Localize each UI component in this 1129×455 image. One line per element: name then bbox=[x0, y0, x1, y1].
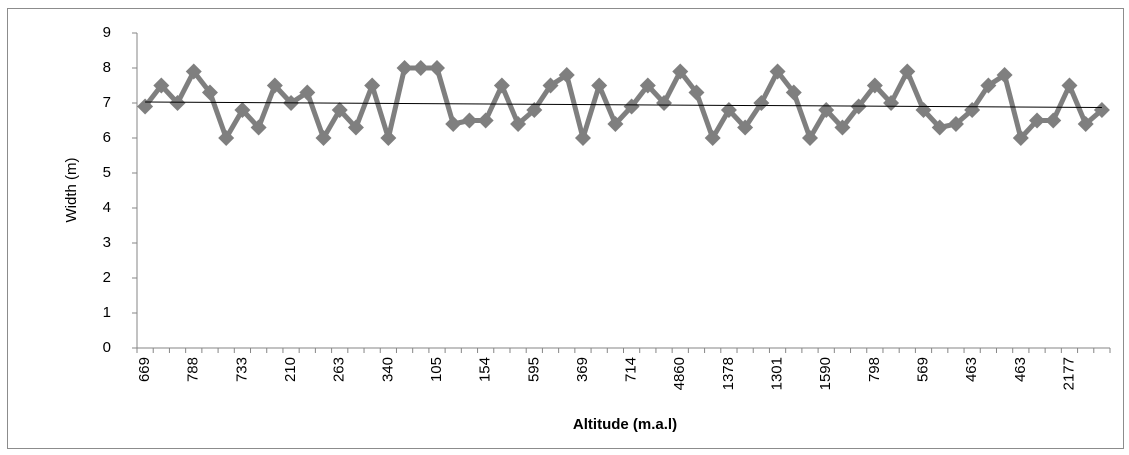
data-point bbox=[996, 67, 1013, 83]
data-point bbox=[1077, 116, 1094, 132]
y-tick-label: 2 bbox=[103, 269, 111, 286]
x-tick-label: 1301 bbox=[769, 357, 786, 390]
y-tick-label: 0 bbox=[103, 339, 111, 356]
data-point bbox=[542, 77, 559, 94]
data-point bbox=[753, 95, 770, 111]
x-tick-label: 105 bbox=[428, 357, 445, 382]
data-point bbox=[737, 119, 754, 136]
data-point bbox=[185, 63, 202, 80]
data-point bbox=[607, 116, 624, 132]
data-point bbox=[672, 63, 689, 80]
data-point bbox=[218, 130, 235, 146]
x-tick-label: 1590 bbox=[817, 357, 834, 390]
x-tick-label: 369 bbox=[574, 357, 591, 382]
x-tick-label: 263 bbox=[331, 357, 348, 382]
data-point bbox=[883, 95, 900, 111]
data-point bbox=[931, 119, 948, 136]
data-point bbox=[591, 77, 608, 94]
data-point bbox=[526, 102, 543, 118]
data-point bbox=[720, 102, 737, 118]
data-point bbox=[785, 84, 802, 101]
data-point bbox=[461, 112, 478, 129]
x-tick-label: 733 bbox=[233, 357, 250, 382]
x-tick-label: 798 bbox=[866, 357, 883, 382]
y-tick-label: 8 bbox=[103, 59, 111, 76]
x-tick-label: 463 bbox=[963, 357, 980, 382]
data-point bbox=[656, 95, 673, 111]
trend-line bbox=[145, 101, 1102, 109]
y-tick-label: 6 bbox=[103, 129, 111, 146]
data-point bbox=[364, 77, 381, 94]
data-point bbox=[396, 60, 413, 76]
y-tick-label: 1 bbox=[103, 304, 111, 321]
x-tick-label: 210 bbox=[282, 357, 299, 382]
data-point bbox=[510, 116, 527, 132]
x-tick-label: 2177 bbox=[1060, 357, 1077, 390]
data-point bbox=[315, 130, 332, 146]
data-point bbox=[266, 77, 283, 94]
chart-border bbox=[7, 8, 1124, 449]
data-point bbox=[947, 116, 964, 132]
y-tick-label: 5 bbox=[103, 164, 111, 181]
x-tick-label: 595 bbox=[525, 357, 542, 382]
x-axis-label: Altitude (m.a.l) bbox=[573, 416, 677, 433]
data-point bbox=[299, 84, 316, 101]
y-tick-label: 3 bbox=[103, 234, 111, 251]
data-point bbox=[558, 67, 575, 83]
data-point bbox=[1093, 102, 1110, 118]
data-point bbox=[801, 130, 818, 146]
x-tick-label: 154 bbox=[477, 357, 494, 382]
data-point bbox=[688, 84, 705, 101]
data-point bbox=[1029, 112, 1046, 129]
data-point bbox=[477, 112, 494, 129]
data-point bbox=[493, 77, 510, 94]
x-tick-label: 569 bbox=[914, 357, 931, 382]
data-point bbox=[412, 60, 429, 76]
data-point bbox=[347, 119, 364, 136]
data-point bbox=[639, 77, 656, 94]
data-point bbox=[234, 102, 251, 118]
data-point bbox=[980, 77, 997, 94]
y-axis-label: Width (m) bbox=[63, 158, 80, 223]
x-tick-label: 788 bbox=[185, 357, 202, 382]
x-tick-label: 669 bbox=[136, 357, 153, 382]
data-point bbox=[834, 119, 851, 136]
x-tick-label: 714 bbox=[623, 357, 640, 382]
data-point bbox=[704, 130, 721, 146]
x-tick-label: 4860 bbox=[671, 357, 688, 390]
data-point bbox=[1061, 77, 1078, 94]
data-point bbox=[574, 130, 591, 146]
data-point bbox=[769, 63, 786, 80]
data-point bbox=[380, 130, 397, 146]
data-point bbox=[964, 102, 981, 118]
y-tick-label: 7 bbox=[103, 94, 111, 111]
x-tick-label: 340 bbox=[379, 357, 396, 382]
data-point bbox=[331, 102, 348, 118]
data-point bbox=[899, 63, 916, 80]
data-point bbox=[429, 60, 446, 76]
x-tick-label: 463 bbox=[1012, 357, 1029, 382]
data-point bbox=[445, 116, 462, 132]
y-tick-label: 4 bbox=[103, 199, 111, 216]
data-point bbox=[153, 77, 170, 94]
data-point bbox=[866, 77, 883, 94]
data-point bbox=[137, 98, 154, 115]
data-point bbox=[623, 98, 640, 115]
data-point bbox=[1012, 130, 1029, 146]
data-point bbox=[250, 119, 267, 136]
data-point bbox=[1045, 112, 1062, 129]
x-tick-label: 1378 bbox=[720, 357, 737, 390]
data-point bbox=[201, 84, 218, 101]
data-point bbox=[169, 95, 186, 111]
y-tick-label: 9 bbox=[103, 24, 111, 41]
